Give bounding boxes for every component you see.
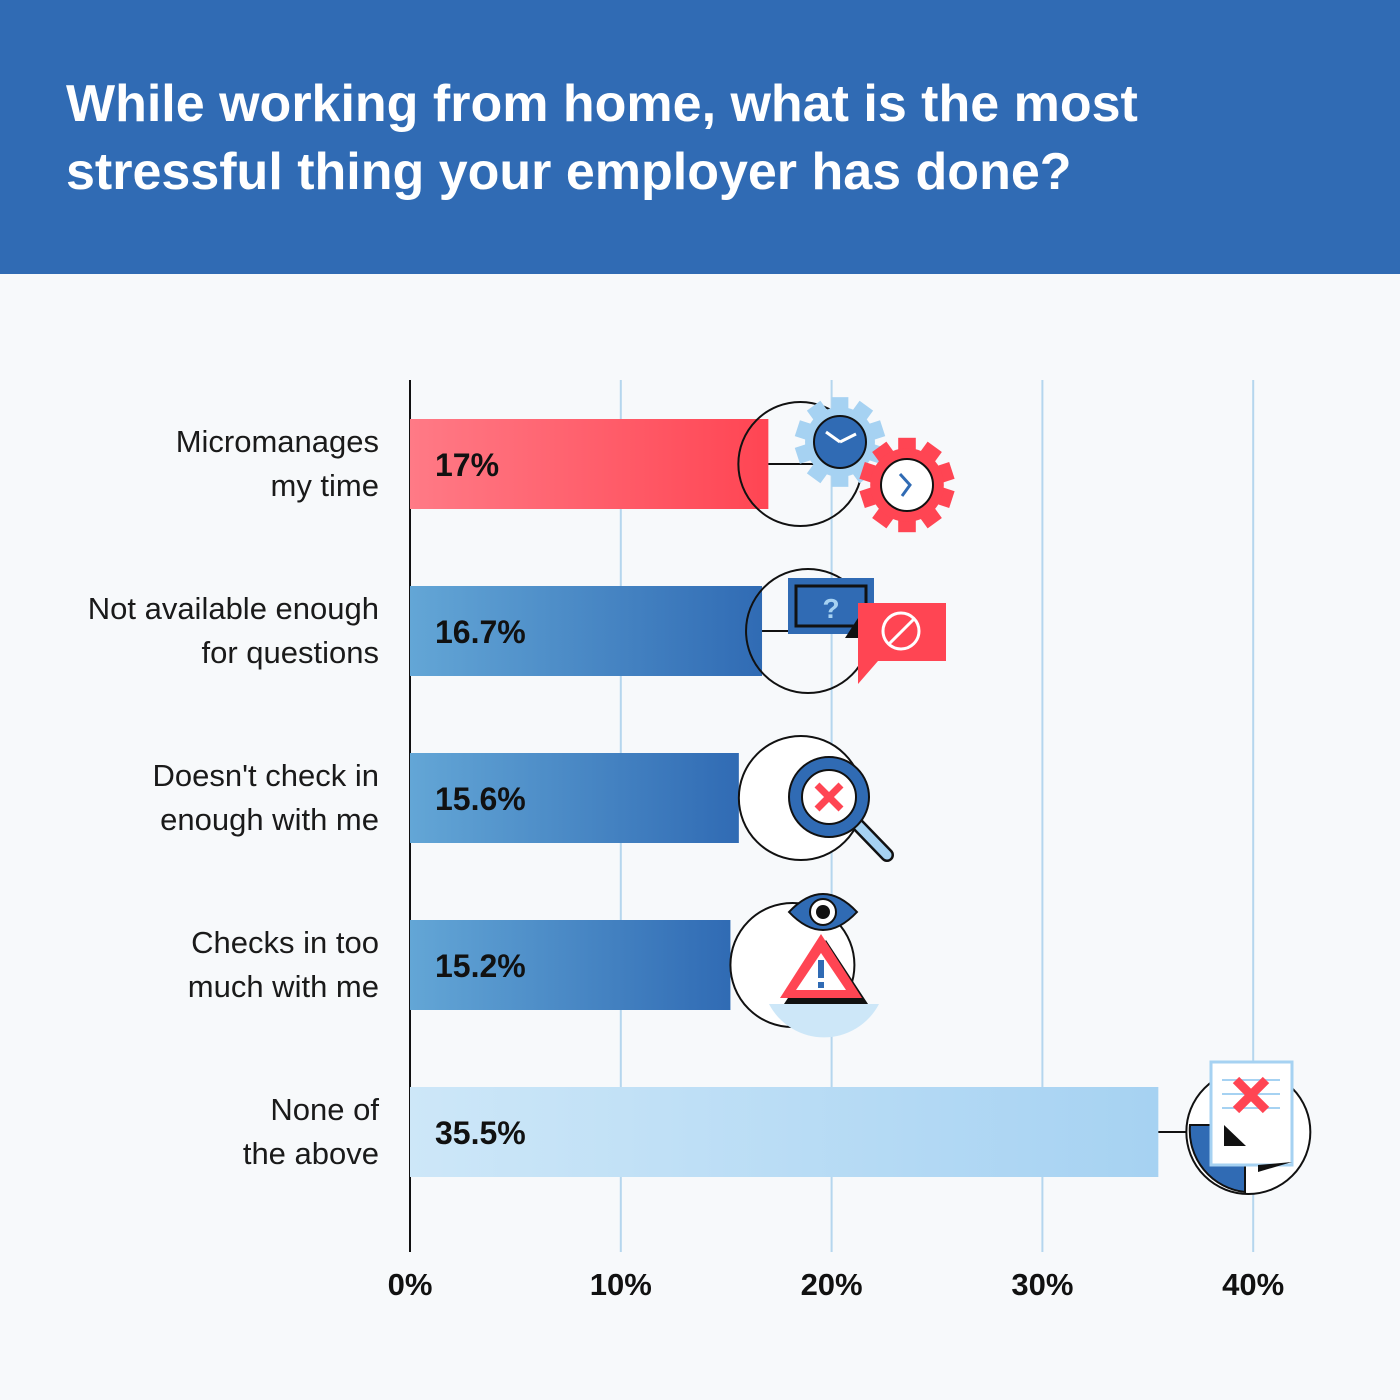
- bar: [410, 753, 739, 843]
- exclamation-bar: [818, 960, 824, 978]
- x-axis-ticks: 0% 10% 20% 30% 40%: [388, 1267, 1285, 1302]
- bar-chart: 17% 16.7% 15.6% 15.2% 35.5% ? 0% 10% 20% 30% 40%: [388, 380, 1312, 1302]
- magnifier-x-icon: [737, 735, 894, 862]
- x-tick-label: 0%: [388, 1267, 433, 1302]
- category-label: Micromanages my time: [175, 424, 379, 503]
- clock-hand: [825, 430, 841, 444]
- category-label: Checks in too much with me: [187, 925, 379, 1004]
- bars: 17% 16.7% 15.6% 15.2% 35.5%: [410, 419, 1159, 1177]
- icons: ?: [729, 397, 1312, 1195]
- clock-face: [880, 458, 934, 512]
- x-tick-label: 20%: [801, 1267, 863, 1302]
- magnifier-handle-fill: [853, 820, 892, 860]
- eye-pupil: [816, 905, 830, 919]
- shadow-notch: [845, 618, 858, 638]
- clock-gears-icon: [737, 397, 955, 533]
- question-mark: ?: [822, 593, 839, 624]
- question-blocked-chat-icon: ?: [745, 568, 946, 694]
- bar: [410, 419, 769, 509]
- x-tick-label: 30%: [1011, 1267, 1073, 1302]
- bar-value-label: 16.7%: [435, 614, 526, 650]
- bar: [410, 586, 763, 676]
- x-stroke: [814, 782, 844, 812]
- clock-hand: [898, 472, 912, 497]
- x-tick-label: 40%: [1222, 1267, 1284, 1302]
- bar: [410, 920, 731, 1010]
- blocked-slash: [887, 617, 916, 646]
- header-banner: While working from home, what is the mos…: [0, 0, 1400, 274]
- exclamation-dot: [818, 982, 824, 988]
- icon-ring-fill: [769, 1004, 879, 1038]
- bar-value-label: 15.6%: [435, 781, 526, 817]
- eye-warning-icon: [729, 893, 879, 1038]
- rejected-document-icon: [1158, 1060, 1312, 1195]
- category-label: Doesn't check in enough with me: [152, 758, 379, 837]
- x-stroke: [1232, 1076, 1270, 1114]
- category-label: None of the above: [242, 1092, 379, 1171]
- chat-tail: [858, 661, 878, 684]
- category-label: Not available enough for questions: [87, 591, 379, 670]
- clock-hand: [839, 432, 857, 444]
- bar-value-label: 17%: [435, 447, 499, 483]
- bar-value-label: 15.2%: [435, 948, 526, 984]
- doc-fold: [1224, 1125, 1246, 1146]
- x-tick-label: 10%: [590, 1267, 652, 1302]
- document: [1209, 1060, 1294, 1167]
- bar-value-label: 35.5%: [435, 1115, 526, 1151]
- bar: [410, 1087, 1159, 1177]
- chart-title: While working from home, what is the mos…: [66, 75, 1138, 201]
- doc-corner: [1258, 1162, 1292, 1172]
- blocked-circle: [881, 611, 921, 651]
